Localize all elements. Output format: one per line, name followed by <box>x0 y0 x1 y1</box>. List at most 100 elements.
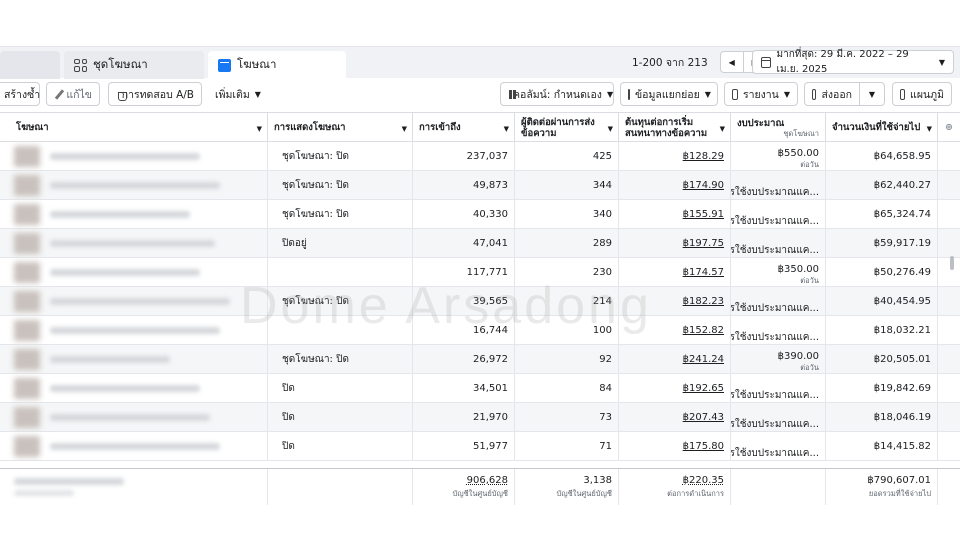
ad-name-cell[interactable] <box>0 403 268 432</box>
cost-value-link[interactable]: ฿152.82 <box>682 325 724 336</box>
ad-thumbnail <box>14 233 40 254</box>
cost-value-link[interactable]: ฿128.29 <box>682 151 724 162</box>
cost-cell: ฿192.65 <box>619 374 731 403</box>
previous-page-button[interactable]: ◀ <box>719 51 744 73</box>
contacts-cell: 214 <box>515 287 619 316</box>
cost-value-link[interactable]: ฿182.23 <box>682 296 724 307</box>
table-row[interactable]: ปิดอยู่ 47,041 289 ฿197.75 การใช้งบประมาณแค.… <box>0 229 960 258</box>
tab-campaigns[interactable] <box>0 51 60 79</box>
table-row[interactable]: ปิด 34,501 84 ฿192.65 การใช้งบประมาณแค... ฿19… <box>0 374 960 403</box>
ad-name-cell[interactable] <box>0 229 268 258</box>
spent-value: ฿40,454.95 <box>873 296 931 307</box>
ad-name-cell[interactable] <box>0 200 268 229</box>
delivery-status: ชุดโฆษณา: ปิด <box>282 180 349 191</box>
column-header-delivery[interactable]: การแสดงโฆษณา ▼ <box>268 113 413 142</box>
column-header-cost-label: ต้นทุนต่อการเริ่มสนทนาทางข้อความ <box>625 116 708 139</box>
delivery-status: ชุดโฆษณา: ปิด <box>282 354 349 365</box>
cost-cell: ฿155.91 <box>619 200 731 229</box>
reach-cell: 39,565 <box>413 287 515 316</box>
spent-value: ฿20,505.01 <box>873 354 931 365</box>
delivery-cell: ปิดอยู่ <box>268 229 413 258</box>
cost-value-link[interactable]: ฿241.24 <box>682 354 724 365</box>
delivery-status: ปิด <box>282 383 295 394</box>
ad-name-redacted <box>50 414 210 421</box>
tab-ads-label: โฆษณา <box>237 57 277 71</box>
totals-spent-caption: ยอดรวมที่ใช้จ่ายไป <box>868 488 931 498</box>
column-header-ad[interactable]: โฆษณา ▼ <box>0 113 268 142</box>
delivery-cell: ชุดโฆษณา: ปิด <box>268 142 413 171</box>
contacts-value: 73 <box>599 412 612 423</box>
table-row[interactable]: ปิด 51,977 71 ฿175.80 การใช้งบประมาณแค... ฿14… <box>0 432 960 461</box>
ab-test-button[interactable]: การทดสอบ A/B <box>108 82 202 106</box>
delivery-cell: ปิด <box>268 432 413 461</box>
table-row[interactable]: ชุดโฆษณา: ปิด 39,565 214 ฿182.23 การใช้งบประ… <box>0 287 960 316</box>
scrollbar[interactable] <box>950 256 954 270</box>
edit-button[interactable]: แก้ไข <box>46 82 100 106</box>
ad-name-cell[interactable] <box>0 432 268 461</box>
ad-name-cell[interactable] <box>0 258 268 287</box>
column-header-reach[interactable]: การเข้าถึง ▼ <box>413 113 515 142</box>
table-row[interactable]: ปิด 21,970 73 ฿207.43 การใช้งบประมาณแค... ฿18… <box>0 403 960 432</box>
ad-name-redacted <box>50 211 190 218</box>
ad-thumbnail <box>14 146 40 167</box>
ad-name-cell[interactable] <box>0 142 268 171</box>
budget-period: ต่อวัน <box>800 160 819 169</box>
cost-value-link[interactable]: ฿197.75 <box>682 238 724 249</box>
cost-value-link[interactable]: ฿175.80 <box>682 441 724 452</box>
contacts-cell: 73 <box>515 403 619 432</box>
more-button[interactable]: เพิ่มเติม ▼ <box>208 82 268 106</box>
contacts-value: 344 <box>592 180 612 191</box>
chevron-down-icon: ▼ <box>704 89 711 99</box>
reach-value: 26,972 <box>473 354 508 365</box>
date-range-picker[interactable]: มากที่สุด: 29 มี.ค. 2022 – 29 เม.ย. 2025… <box>752 49 954 75</box>
add-column-button[interactable]: ⊕ <box>938 113 960 142</box>
charts-button[interactable]: แผนภูมิ <box>892 82 952 106</box>
ad-name-cell[interactable] <box>0 316 268 345</box>
cost-value-link[interactable]: ฿155.91 <box>682 209 724 220</box>
table-row[interactable]: ชุดโฆษณา: ปิด 26,972 92 ฿241.24 ฿390.00 ต่อวั… <box>0 345 960 374</box>
export-button[interactable]: ส่งออก <box>804 82 860 106</box>
contacts-value: 230 <box>592 267 612 278</box>
spent-value: ฿14,415.82 <box>873 441 931 452</box>
spent-cell: ฿19,842.69 <box>826 374 938 403</box>
ad-name-cell[interactable] <box>0 287 268 316</box>
reach-cell: 49,873 <box>413 171 515 200</box>
column-header-spent[interactable]: จำนวนเงินที่ใช้จ่ายไป ▼ <box>826 113 938 142</box>
cost-value-link[interactable]: ฿174.57 <box>682 267 724 278</box>
contacts-value: 71 <box>599 441 612 452</box>
ad-thumbnail <box>14 291 40 312</box>
table-row[interactable]: ชุดโฆษณา: ปิด 40,330 340 ฿155.91 การใช้งบประ… <box>0 200 960 229</box>
ad-name-cell[interactable] <box>0 345 268 374</box>
breakdown-label: ข้อมูลแยกย่อย <box>635 88 700 101</box>
duplicate-button[interactable]: สร้างซ้ำ <box>0 82 40 106</box>
tab-ad-sets[interactable]: ชุดโฆษณา <box>64 51 204 79</box>
table-row[interactable]: 16,744 100 ฿152.82 การใช้งบประมาณแค... ฿18,0… <box>0 316 960 345</box>
table-row[interactable]: ชุดโฆษณา: ปิด 237,037 425 ฿128.29 ฿550.00 ต่อ… <box>0 142 960 171</box>
table-row[interactable]: ชุดโฆษณา: ปิด 49,873 344 ฿174.90 การใช้งบประ… <box>0 171 960 200</box>
cost-value-link[interactable]: ฿192.65 <box>682 383 724 394</box>
delivery-status: ชุดโฆษณา: ปิด <box>282 296 349 307</box>
cost-value-link[interactable]: ฿207.43 <box>682 412 724 423</box>
ad-name-cell[interactable] <box>0 171 268 200</box>
columns-button[interactable]: คอลัมน์: กำหนดเอง ▼ <box>500 82 614 106</box>
ad-thumbnail <box>14 320 40 341</box>
reach-value: 49,873 <box>473 180 508 191</box>
breakdown-button[interactable]: ข้อมูลแยกย่อย ▼ <box>620 82 718 106</box>
column-header-contacts[interactable]: ผู้ติดต่อผ่านการส่งข้อความ ▼ <box>515 113 619 142</box>
cost-value-link[interactable]: ฿174.90 <box>682 180 724 191</box>
ad-name-redacted <box>50 443 220 450</box>
cost-cell: ฿182.23 <box>619 287 731 316</box>
reports-button[interactable]: รายงาน ▼ <box>724 82 798 106</box>
ad-name-redacted <box>50 298 230 305</box>
totals-contacts-value: 3,138 <box>583 474 612 486</box>
ad-name-cell[interactable] <box>0 374 268 403</box>
column-header-cost[interactable]: ต้นทุนต่อการเริ่มสนทนาทางข้อความ ▼ <box>619 113 731 142</box>
tab-ads[interactable]: โฆษณา <box>208 51 346 79</box>
table-row[interactable]: 117,771 230 ฿174.57 ฿350.00 ต่อวัน ฿50,276.49 <box>0 258 960 287</box>
export-dropdown-button[interactable]: ▼ <box>859 82 885 106</box>
column-header-budget-label: งบประมาณ <box>737 118 785 129</box>
ad-thumbnail <box>14 204 40 225</box>
ad-thumbnail <box>14 175 40 196</box>
spent-cell: ฿65,324.74 <box>826 200 938 229</box>
column-header-budget[interactable]: งบประมาณ ชุดโฆษณา <box>731 113 826 142</box>
